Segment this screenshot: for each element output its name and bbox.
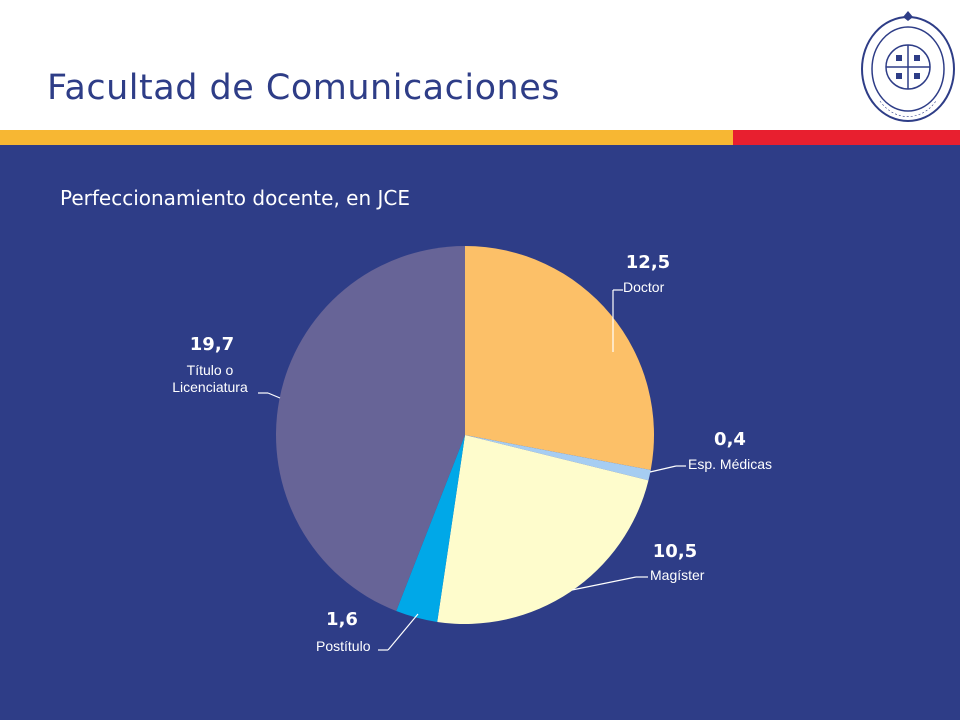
slice-category-label: Licenciatura — [172, 379, 248, 395]
slice-category-label: Esp. Médicas — [688, 456, 772, 472]
accent-stripe-orange — [0, 130, 733, 145]
pie-slice — [437, 435, 649, 624]
header-bar — [0, 0, 960, 130]
slice-category-label: Postítulo — [316, 638, 371, 654]
pie-slice — [396, 435, 465, 622]
page-title: Facultad de Comunicaciones — [47, 68, 560, 108]
pie-slice — [465, 246, 654, 470]
slice-category-label: Título o — [187, 362, 234, 378]
university-seal-icon — [861, 11, 955, 122]
slice-category-label: Magíster — [650, 567, 705, 583]
chart-title: Perfeccionamiento docente, en JCE — [60, 186, 410, 210]
accent-stripe-red — [733, 130, 960, 145]
slice-value-label: 19,7 — [190, 334, 234, 355]
leader-line — [387, 613, 419, 651]
pie-slice — [276, 246, 465, 612]
leader-line — [267, 392, 281, 399]
slice-value-label: 12,5 — [626, 252, 670, 273]
slice-value-label: 10,5 — [653, 541, 697, 562]
slice-value-label: 0,4 — [714, 429, 746, 450]
leader-line — [649, 465, 677, 473]
slice-value-label: 1,6 — [326, 609, 358, 630]
pie-slice — [465, 435, 651, 481]
leader-line — [571, 576, 637, 591]
slice-category-label: Doctor — [623, 279, 665, 295]
